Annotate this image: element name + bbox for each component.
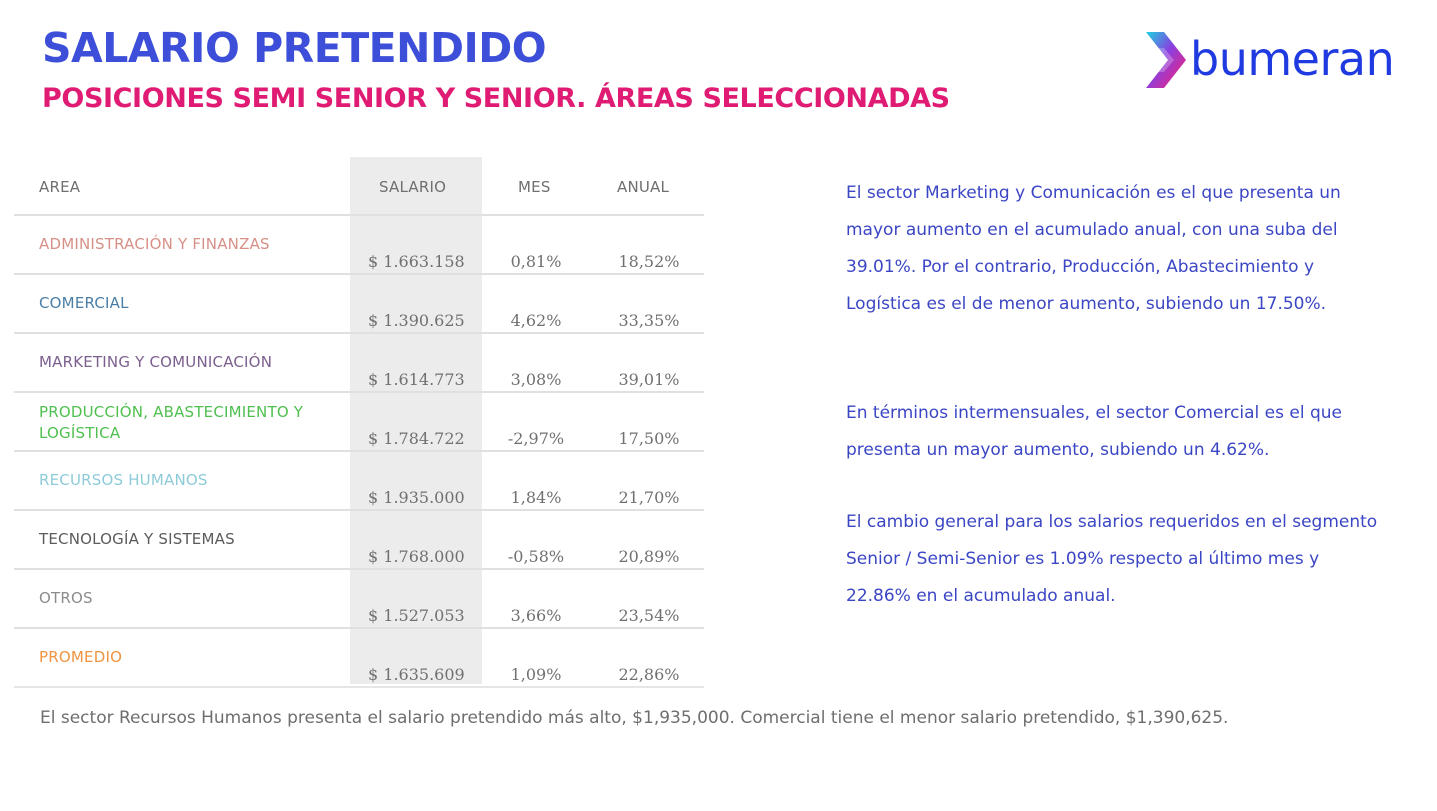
table-header: AREA SALARIO MES ANUAL	[14, 157, 704, 216]
row-mes-value: 3,08%	[510, 370, 562, 389]
table-row: ADMINISTRACIÓN Y FINANZAS $ 1.663.158 0,81…	[14, 216, 704, 275]
row-area-label: OTROS	[39, 589, 93, 607]
row-mes-value: 1,09%	[510, 665, 562, 684]
salary-table: AREA SALARIO MES ANUAL ADMINISTRACIÓN Y …	[14, 157, 704, 688]
row-salario-value: $ 1.784.722	[368, 429, 465, 448]
row-anual-value: 22,86%	[618, 665, 680, 684]
row-salario-value: $ 1.935.000	[368, 488, 465, 507]
table-row: TECNOLOGÍA Y SISTEMAS $ 1.768.000 -0,58% 20…	[14, 511, 704, 570]
row-anual-value: 23,54%	[618, 606, 680, 625]
column-header-area: AREA	[39, 178, 81, 196]
row-area-label: TECNOLOGÍA Y SISTEMAS	[39, 530, 235, 548]
row-mes-value: 4,62%	[510, 311, 562, 330]
salary-column-highlight	[350, 157, 482, 684]
row-anual-value: 21,70%	[618, 488, 680, 507]
column-header-anual: ANUAL	[617, 178, 670, 196]
column-header-salario: SALARIO	[379, 178, 447, 196]
row-area-label: COMERCIAL	[39, 294, 129, 312]
row-anual-value: 39,01%	[618, 370, 680, 389]
row-area-label: ADMINISTRACIÓN Y FINANZAS	[39, 235, 270, 253]
row-mes-value: 1,84%	[510, 488, 562, 507]
table-row: MARKETING Y COMUNICACIÓN $ 1.614.773 3,08%…	[14, 334, 704, 393]
table-body: ADMINISTRACIÓN Y FINANZAS $ 1.663.158 0,81…	[14, 216, 704, 688]
table-row: COMERCIAL $ 1.390.625 4,62% 33,35%	[14, 275, 704, 334]
row-area-label: MARKETING Y COMUNICACIÓN	[39, 353, 273, 371]
row-mes-value: -0,58%	[507, 547, 565, 566]
commentary-paragraph-3: El cambio general para los salarios requ…	[846, 512, 1378, 606]
row-salario-value: $ 1.663.158	[368, 252, 465, 271]
table-row: PROMEDIO $ 1.635.609 1,09% 22,86%	[14, 629, 704, 688]
footer-note: El sector Recursos Humanos presenta el s…	[40, 708, 1229, 728]
bumeran-logo: bumeran	[1140, 26, 1420, 96]
table-row: OTROS $ 1.527.053 3,66% 23,54%	[14, 570, 704, 629]
row-anual-value: 33,35%	[618, 311, 680, 330]
page-title: SALARIO PRETENDIDO	[42, 24, 547, 72]
row-anual-value: 20,89%	[618, 547, 680, 566]
page-subtitle: POSICIONES SEMI SENIOR Y SENIOR. ÁREAS S…	[42, 83, 950, 114]
table-row: RECURSOS HUMANOS $ 1.935.000 1,84% 21,70%	[14, 452, 704, 511]
row-salario-value: $ 1.390.625	[368, 311, 465, 330]
row-salario-value: $ 1.635.609	[368, 665, 465, 684]
row-area-label: PROMEDIO	[39, 648, 123, 666]
row-salario-value: $ 1.527.053	[368, 606, 465, 625]
row-anual-value: 18,52%	[618, 252, 680, 271]
row-mes-value: -2,97%	[507, 429, 565, 448]
row-salario-value: $ 1.614.773	[368, 370, 465, 389]
row-area-label: RECURSOS HUMANOS	[39, 471, 208, 489]
row-mes-value: 3,66%	[510, 606, 562, 625]
row-area-label: PRODUCCIÓN, ABASTECIMIENTO Y LOGÍSTICA	[39, 403, 304, 442]
logo-wordmark: bumeran	[1190, 32, 1395, 86]
row-salario-value: $ 1.768.000	[368, 547, 465, 566]
row-anual-value: 17,50%	[618, 429, 680, 448]
commentary-paragraph-2: En términos intermensuales, el sector Co…	[846, 403, 1343, 460]
table-row: PRODUCCIÓN, ABASTECIMIENTO Y LOGÍSTICA $ …	[14, 393, 704, 452]
bumeran-chevron-icon	[1146, 32, 1186, 88]
column-header-mes: MES	[518, 178, 551, 196]
commentary-paragraph-1: El sector Marketing y Comunicación es el…	[846, 183, 1341, 314]
row-mes-value: 0,81%	[510, 252, 562, 271]
